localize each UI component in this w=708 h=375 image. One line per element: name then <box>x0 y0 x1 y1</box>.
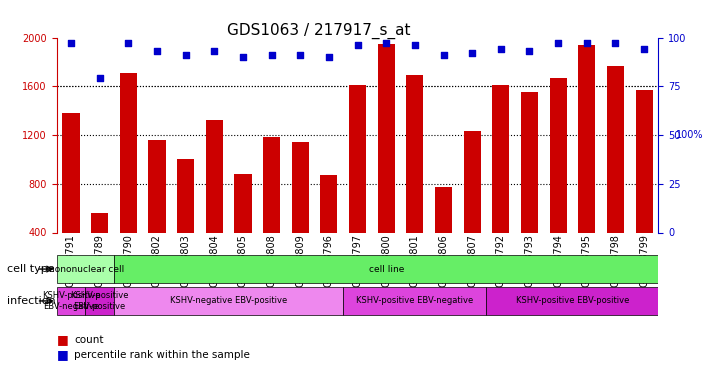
Point <box>438 52 449 58</box>
FancyBboxPatch shape <box>57 255 114 284</box>
Text: GDS1063 / 217917_s_at: GDS1063 / 217917_s_at <box>227 22 411 39</box>
FancyBboxPatch shape <box>114 286 343 315</box>
Bar <box>578 45 595 281</box>
Bar <box>62 113 79 281</box>
Text: KSHV-positive
EBV-positive: KSHV-positive EBV-positive <box>70 291 129 310</box>
Point <box>524 48 535 54</box>
Point <box>180 52 191 58</box>
Point <box>467 50 478 56</box>
Text: percentile rank within the sample: percentile rank within the sample <box>74 350 250 360</box>
Text: KSHV-positive
EBV-negative: KSHV-positive EBV-negative <box>42 291 101 310</box>
Point <box>122 40 134 46</box>
Bar <box>91 213 108 281</box>
Text: ■: ■ <box>57 348 69 361</box>
Point <box>65 40 76 46</box>
Bar <box>234 174 251 281</box>
Text: KSHV-positive EBV-negative: KSHV-positive EBV-negative <box>356 296 474 305</box>
Point <box>266 52 278 58</box>
Text: infection: infection <box>7 296 56 306</box>
Bar <box>205 120 223 281</box>
Bar <box>292 142 309 281</box>
Point <box>610 40 621 46</box>
Point <box>581 40 593 46</box>
Bar <box>549 78 566 281</box>
Y-axis label: 100%: 100% <box>675 130 703 140</box>
Point <box>295 52 306 58</box>
Point <box>237 54 249 60</box>
Bar <box>377 44 395 281</box>
Text: count: count <box>74 335 104 345</box>
Bar <box>607 66 624 281</box>
Point <box>352 42 363 48</box>
Point <box>324 54 335 60</box>
Bar <box>464 131 481 281</box>
Point <box>552 40 564 46</box>
FancyBboxPatch shape <box>486 286 658 315</box>
Bar <box>521 92 538 281</box>
FancyBboxPatch shape <box>343 286 486 315</box>
Bar <box>492 85 510 281</box>
Point <box>495 46 506 52</box>
FancyBboxPatch shape <box>114 255 658 284</box>
Point <box>94 75 105 81</box>
Bar <box>349 85 366 281</box>
Point <box>639 46 650 52</box>
Point <box>409 42 421 48</box>
Point <box>152 48 163 54</box>
Point <box>209 48 220 54</box>
Point <box>380 40 392 46</box>
Bar <box>149 140 166 281</box>
Bar <box>120 73 137 281</box>
Bar <box>435 188 452 281</box>
FancyBboxPatch shape <box>57 286 85 315</box>
Text: KSHV-negative EBV-positive: KSHV-negative EBV-positive <box>170 296 287 305</box>
Bar <box>636 90 653 281</box>
Bar <box>263 138 280 281</box>
Text: cell type: cell type <box>7 264 55 274</box>
Text: mononuclear cell: mononuclear cell <box>46 265 125 274</box>
Text: cell line: cell line <box>368 265 404 274</box>
Text: ■: ■ <box>57 333 69 346</box>
FancyBboxPatch shape <box>85 286 114 315</box>
Bar <box>177 159 194 281</box>
Bar <box>320 175 338 281</box>
Text: KSHV-positive EBV-positive: KSHV-positive EBV-positive <box>516 296 629 305</box>
Bar <box>406 75 423 281</box>
